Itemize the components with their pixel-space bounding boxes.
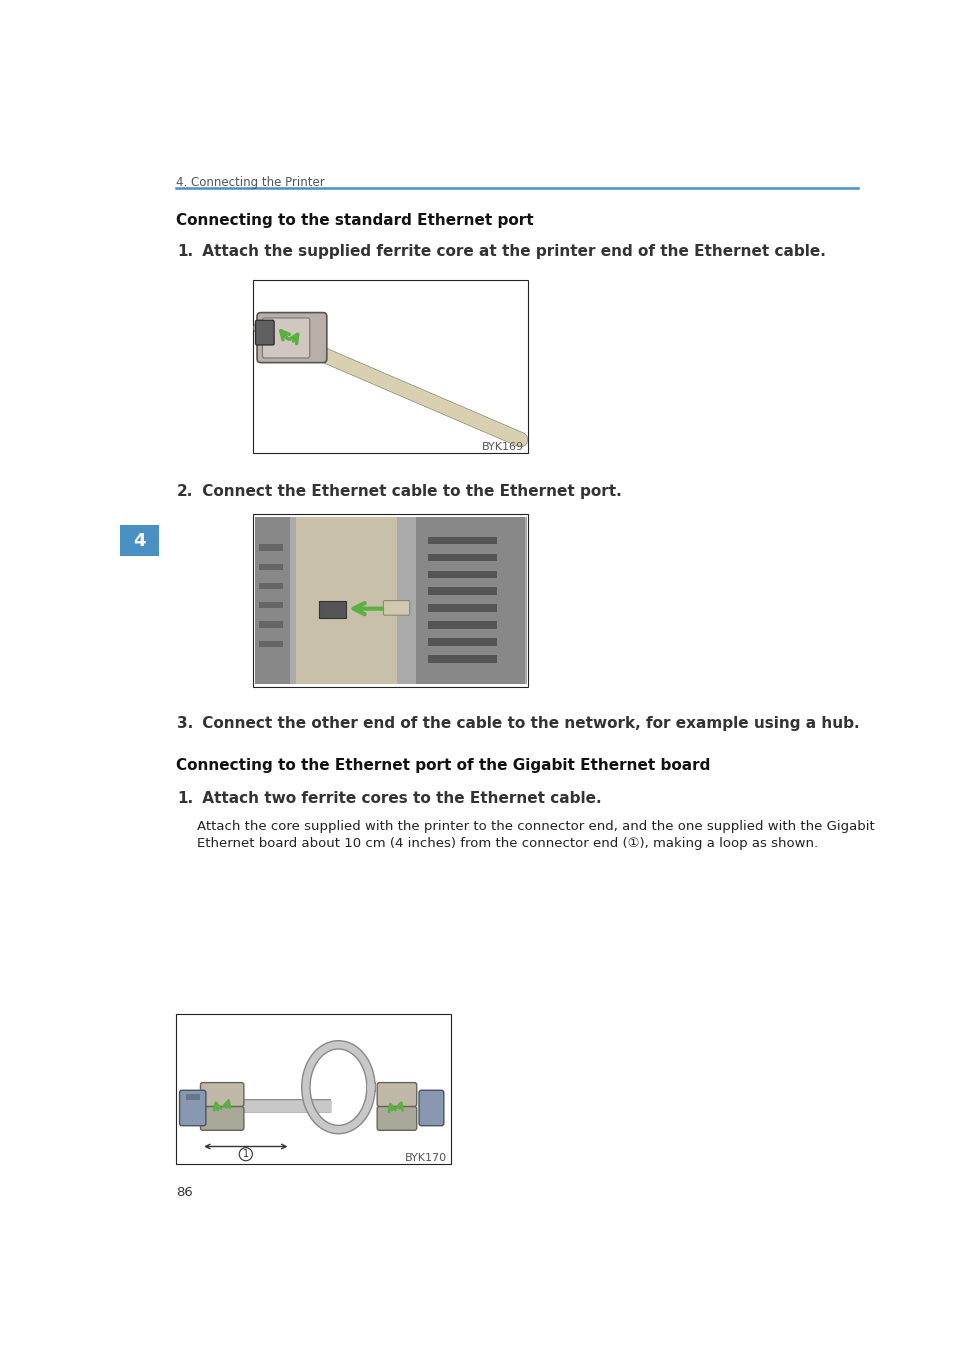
FancyBboxPatch shape [377,1107,417,1130]
FancyBboxPatch shape [255,321,274,345]
Bar [186,1095,199,1100]
FancyBboxPatch shape [419,1091,444,1126]
Text: Attach the core supplied with the printer to the connector end, and the one supp: Attach the core supplied with the printe… [198,820,876,834]
Bar [416,517,526,684]
Bar [428,588,498,596]
Bar [259,544,283,551]
Bar [253,280,528,453]
FancyBboxPatch shape [200,1107,244,1130]
Bar [259,602,283,608]
Text: 2.: 2. [177,484,194,499]
Bar [120,525,158,556]
Bar [259,622,283,627]
Bar [255,517,290,684]
Text: BYK170: BYK170 [405,1153,447,1163]
Text: 1.: 1. [177,243,194,258]
Text: Ethernet board about 10 cm (4 inches) from the connector end (①), making a loop : Ethernet board about 10 cm (4 inches) fr… [198,836,818,850]
Text: 3.: 3. [177,717,194,732]
Text: 86: 86 [175,1186,193,1200]
Text: 1: 1 [243,1149,249,1159]
Bar [295,517,397,684]
FancyBboxPatch shape [377,1083,417,1107]
Text: 4: 4 [133,532,146,549]
Bar [259,641,283,647]
Text: BYK069: BYK069 [482,676,525,685]
Bar [428,622,498,630]
FancyBboxPatch shape [200,1083,244,1107]
FancyBboxPatch shape [179,1091,206,1126]
Bar [428,571,498,578]
Text: Connect the Ethernet cable to the Ethernet port.: Connect the Ethernet cable to the Ethern… [198,484,622,499]
Bar [319,601,346,617]
Text: Connecting to the standard Ethernet port: Connecting to the standard Ethernet port [175,214,533,228]
Text: Attach two ferrite cores to the Ethernet cable.: Attach two ferrite cores to the Ethernet… [198,790,602,805]
Text: 4. Connecting the Printer: 4. Connecting the Printer [175,177,324,189]
Bar [428,638,498,646]
Circle shape [239,1148,252,1160]
Bar [255,517,526,684]
Bar [428,554,498,562]
Bar [253,514,528,687]
Bar [259,563,283,570]
FancyBboxPatch shape [257,313,327,363]
Text: Connect the other end of the cable to the network, for example using a hub.: Connect the other end of the cable to th… [198,717,860,732]
Bar [428,537,498,544]
FancyBboxPatch shape [384,601,409,615]
Bar [259,583,283,589]
Bar [428,656,498,662]
Text: Attach the supplied ferrite core at the printer end of the Ethernet cable.: Attach the supplied ferrite core at the … [198,243,827,258]
Bar [175,1015,451,1164]
FancyBboxPatch shape [263,318,310,358]
Text: Connecting to the Ethernet port of the Gigabit Ethernet board: Connecting to the Ethernet port of the G… [175,759,710,774]
Text: 1.: 1. [177,790,194,805]
Bar [428,604,498,612]
Text: BYK169: BYK169 [482,442,525,452]
